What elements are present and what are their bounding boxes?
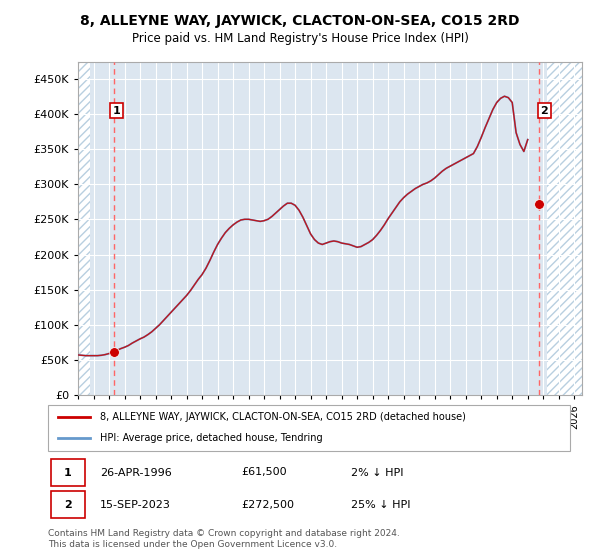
- Text: 1: 1: [64, 468, 72, 478]
- Text: 2% ↓ HPI: 2% ↓ HPI: [351, 468, 403, 478]
- Text: Price paid vs. HM Land Registry's House Price Index (HPI): Price paid vs. HM Land Registry's House …: [131, 32, 469, 45]
- Text: Contains HM Land Registry data © Crown copyright and database right 2024.
This d: Contains HM Land Registry data © Crown c…: [48, 529, 400, 549]
- FancyBboxPatch shape: [50, 459, 85, 486]
- Text: 2: 2: [64, 500, 72, 510]
- FancyBboxPatch shape: [50, 492, 85, 518]
- Text: 8, ALLEYNE WAY, JAYWICK, CLACTON-ON-SEA, CO15 2RD: 8, ALLEYNE WAY, JAYWICK, CLACTON-ON-SEA,…: [80, 14, 520, 28]
- Text: 2: 2: [540, 106, 548, 116]
- Text: 26-APR-1996: 26-APR-1996: [100, 468, 172, 478]
- Bar: [78, 62, 89, 395]
- Text: £272,500: £272,500: [241, 500, 294, 510]
- FancyBboxPatch shape: [48, 405, 570, 451]
- Text: 1: 1: [112, 106, 120, 116]
- Text: 8, ALLEYNE WAY, JAYWICK, CLACTON-ON-SEA, CO15 2RD (detached house): 8, ALLEYNE WAY, JAYWICK, CLACTON-ON-SEA,…: [100, 412, 466, 422]
- Text: £61,500: £61,500: [241, 468, 287, 478]
- Bar: [547, 62, 582, 395]
- Text: 15-SEP-2023: 15-SEP-2023: [100, 500, 171, 510]
- Text: 25% ↓ HPI: 25% ↓ HPI: [351, 500, 410, 510]
- Text: HPI: Average price, detached house, Tendring: HPI: Average price, detached house, Tend…: [100, 433, 323, 444]
